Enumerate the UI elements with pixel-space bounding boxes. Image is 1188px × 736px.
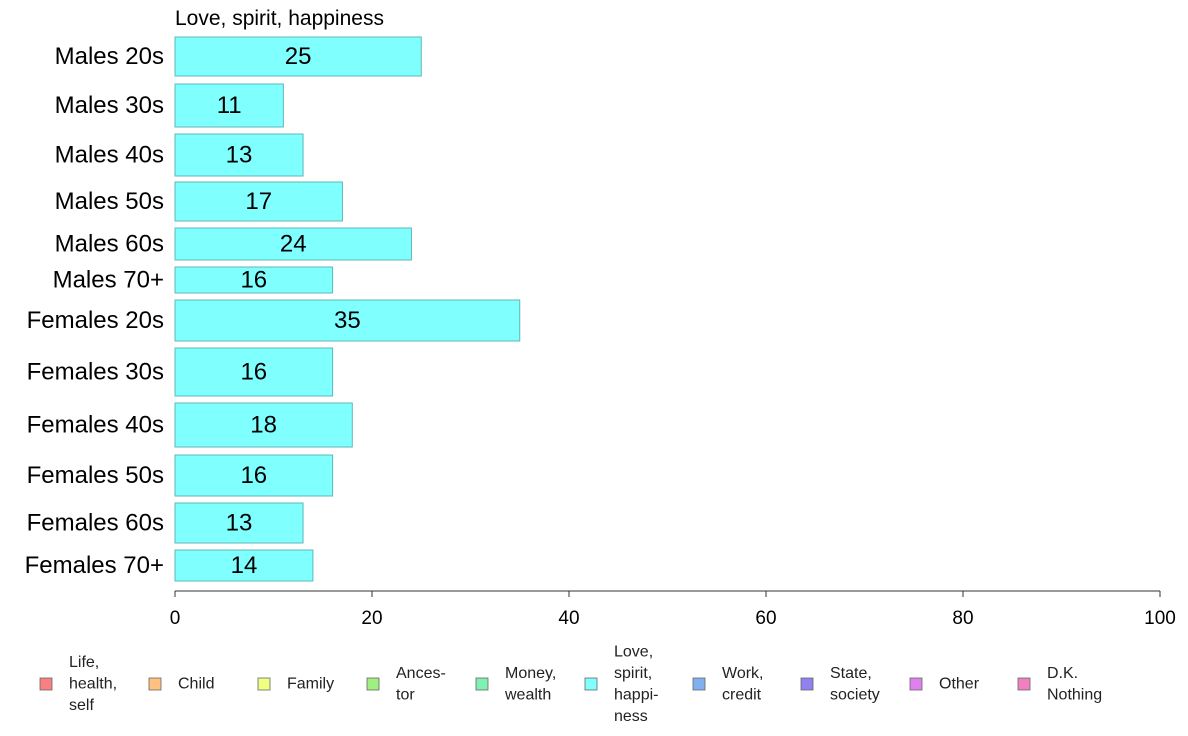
legend-label: Child (178, 676, 214, 693)
x-tick-label: 20 (361, 608, 382, 629)
legend-label: ness (614, 708, 648, 725)
legend-label: credit (722, 686, 762, 703)
bar (174, 227, 412, 261)
category-label: Males 50s (55, 188, 164, 215)
bar-value-label: 16 (240, 462, 267, 489)
bar-value-label: 35 (334, 307, 361, 334)
bar-value-label: 16 (240, 267, 267, 294)
legend-label: spirit, (614, 665, 652, 682)
bar (174, 502, 304, 544)
x-tick-label: 80 (952, 608, 973, 629)
x-axis: 0 20 40 60 80 100 (170, 590, 1176, 629)
bar (174, 454, 334, 497)
bar-value-label: 17 (245, 188, 272, 215)
legend-label: tor (396, 686, 415, 703)
bars-group: Males 20s 25 Males 30s 11 Males 40s 13 Males 5… (25, 36, 521, 582)
legend-swatch (475, 677, 489, 691)
bar (174, 133, 304, 177)
legend-label: happi- (614, 686, 658, 703)
legend-swatch (39, 677, 53, 691)
legend-label: Family (287, 676, 334, 693)
legend-swatch (909, 677, 923, 691)
legend-label: State, (830, 665, 872, 682)
legend-label: Life, (69, 654, 99, 671)
legend-swatch (584, 677, 598, 691)
bar (174, 549, 314, 582)
category-label: Females 40s (27, 412, 164, 439)
legend-label: Nothing (1047, 686, 1102, 703)
bar-value-label: 25 (285, 43, 312, 70)
category-label: Males 70+ (53, 267, 164, 294)
legend-swatch (257, 677, 271, 691)
bar-value-label: 14 (231, 552, 258, 579)
bar-value-label: 16 (240, 359, 267, 386)
category-label: Females 50s (27, 462, 164, 489)
bar (174, 36, 422, 77)
bar (174, 181, 343, 222)
legend-label: self (69, 697, 94, 714)
legend-label: Love, (614, 643, 653, 660)
bar-value-label: 24 (280, 231, 307, 258)
legend-swatch (800, 677, 814, 691)
legend-swatch (1017, 677, 1031, 691)
legend-swatch (148, 677, 162, 691)
bar (174, 266, 334, 294)
legend-label: D.K. (1047, 665, 1078, 682)
legend-label: Ances- (396, 665, 446, 682)
legend-label: Work, (722, 665, 763, 682)
bar (174, 347, 334, 397)
bar (174, 83, 284, 128)
legend-label: Money, (505, 665, 556, 682)
bar (174, 402, 353, 448)
category-label: Males 40s (55, 142, 164, 169)
legend-swatch (692, 677, 706, 691)
category-label: Females 20s (27, 307, 164, 334)
bar-value-label: 13 (226, 142, 253, 169)
legend-label: society (830, 686, 880, 703)
bar (174, 299, 521, 342)
bar-value-label: 18 (250, 412, 277, 439)
legend-label: Other (939, 676, 980, 693)
category-label: Females 70+ (25, 552, 164, 579)
bar-value-label: 11 (217, 92, 242, 119)
legend-label: health, (69, 676, 117, 693)
category-label: Males 60s (55, 231, 164, 258)
category-label: Males 30s (55, 92, 164, 119)
category-label: Females 30s (27, 359, 164, 386)
bar-value-label: 13 (226, 510, 253, 537)
legend: Life, health, self Child Family Ances-tor Mone… (39, 643, 1102, 725)
legend-label: wealth (504, 686, 551, 703)
x-tick-label: 60 (755, 608, 776, 629)
category-label: Males 20s (55, 43, 164, 70)
x-tick-label: 0 (170, 608, 181, 629)
chart-title: Love, spirit, happiness (175, 7, 384, 30)
x-tick-label: 40 (558, 608, 579, 629)
x-tick-label: 100 (1144, 608, 1176, 629)
category-label: Females 60s (27, 510, 164, 537)
legend-swatch (366, 677, 380, 691)
